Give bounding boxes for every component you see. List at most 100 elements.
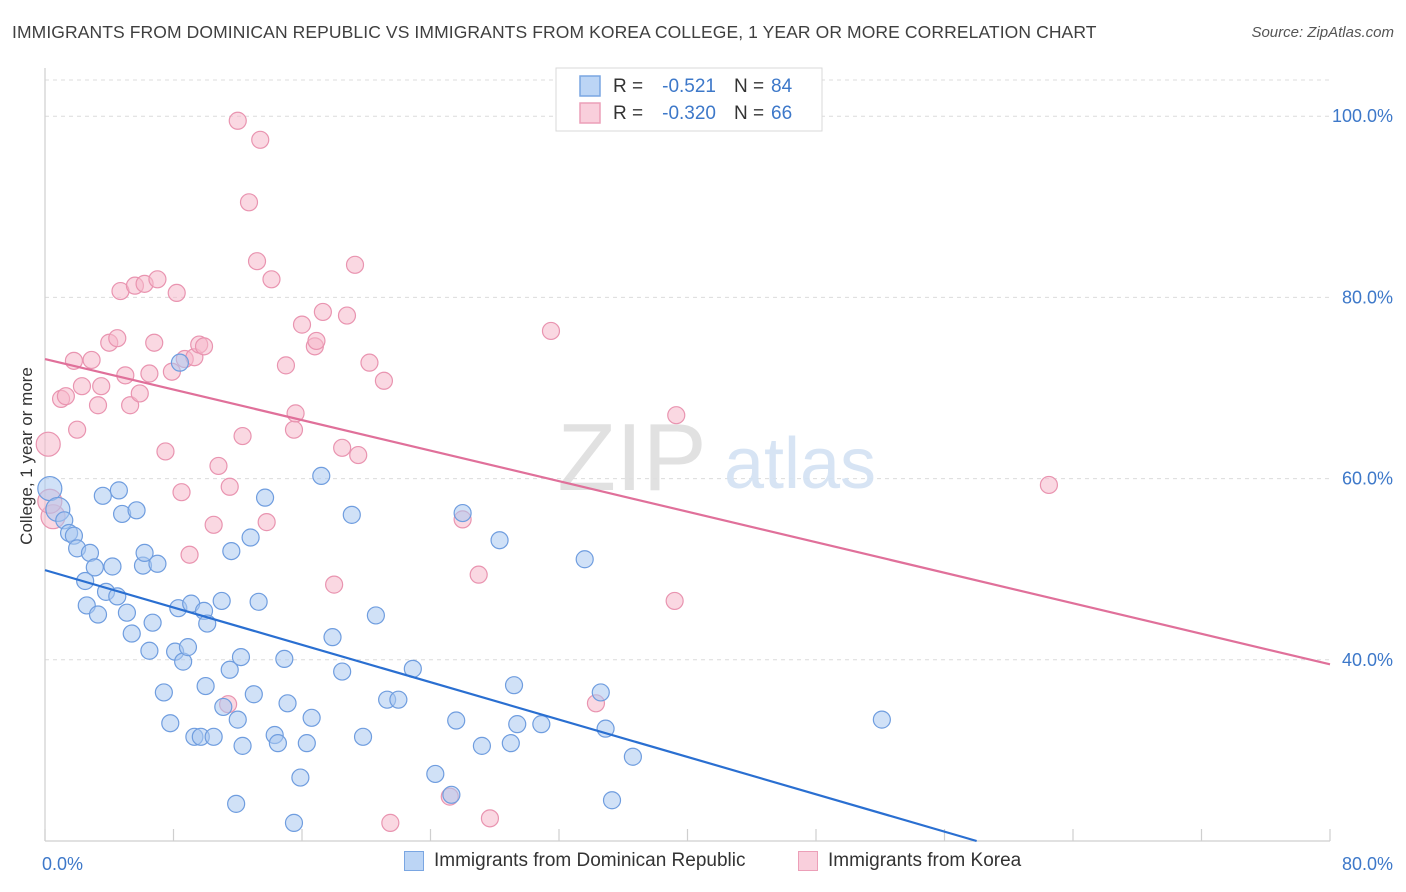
korea-point	[167, 283, 186, 302]
korea-trend-line	[44, 357, 1331, 666]
dominican-point	[426, 764, 445, 784]
korea-point	[121, 396, 140, 415]
legend-item-korea[interactable]: Immigrants from Korea	[798, 850, 1021, 872]
korea-point	[247, 252, 267, 271]
dominican-point	[117, 603, 137, 622]
korea-point	[130, 384, 149, 403]
legend-label-dominican: Immigrants from Dominican Republic	[434, 850, 746, 871]
dominican-point	[333, 662, 352, 681]
korea-point	[204, 515, 223, 534]
dominican-point	[297, 734, 316, 753]
dominican-point	[302, 708, 321, 727]
dominican-point	[442, 785, 461, 804]
dominican-point	[490, 531, 509, 550]
dominican-point	[575, 550, 594, 569]
dominican-point	[284, 813, 304, 832]
dominican-point	[222, 541, 241, 561]
dominican-point	[154, 683, 173, 702]
korea-point	[108, 329, 127, 348]
dominican-point	[453, 503, 472, 523]
dominican-point	[323, 628, 342, 647]
dominican-point	[204, 727, 223, 746]
legend-item-dominican[interactable]: Immigrants from Dominican Republic	[404, 850, 746, 872]
series-legend: Immigrants from Dominican Republic Immig…	[0, 850, 1406, 880]
korea-point	[262, 270, 281, 289]
korea-point	[145, 333, 164, 352]
dominican-point	[161, 714, 180, 733]
legend-r-value: -0.521	[662, 76, 716, 97]
korea-point	[172, 483, 191, 502]
dominican-point	[148, 554, 167, 573]
korea-point	[665, 591, 684, 611]
y-tick-label-100: 100.0%	[1332, 106, 1393, 126]
dominican-point	[278, 694, 297, 713]
korea-point	[116, 366, 135, 385]
korea-point	[148, 270, 167, 289]
korea-point	[35, 431, 61, 457]
dominican-point	[220, 660, 239, 679]
dominican-point	[249, 592, 268, 611]
korea-point	[68, 420, 87, 439]
legend-n-value: 84	[771, 76, 793, 97]
dominican-point	[268, 734, 288, 753]
dominican-point	[255, 488, 275, 507]
dominican-point	[143, 613, 162, 632]
dominican-point	[623, 747, 642, 766]
dominican-point	[353, 727, 373, 746]
dominican-point	[591, 683, 610, 702]
legend-label-korea: Immigrants from Korea	[828, 850, 1022, 871]
source-credit: Source: ZipAtlas.com	[1251, 24, 1394, 41]
chart-title: IMMIGRANTS FROM DOMINICAN REPUBLIC VS IM…	[12, 22, 1097, 42]
y-tick-label-40: 40.0%	[1342, 650, 1393, 670]
legend-swatch-pink	[579, 102, 601, 124]
dominican-point	[214, 697, 233, 717]
dominican-point	[93, 486, 112, 505]
dominican-point	[231, 647, 251, 667]
legend-r-label: R =	[613, 103, 643, 124]
dominican-point	[227, 794, 246, 813]
dominican-point	[532, 715, 551, 734]
korea-point	[251, 130, 270, 149]
dominican-point	[291, 768, 310, 787]
dominican-point	[312, 466, 331, 486]
dominican-point	[228, 710, 247, 729]
dominican-point	[447, 711, 466, 730]
dominican-point	[88, 605, 108, 624]
dominican-point	[178, 638, 198, 657]
korea-point	[333, 438, 352, 457]
legend-swatch-blue	[579, 75, 601, 97]
korea-point	[307, 331, 326, 351]
dominican-point	[170, 353, 190, 372]
korea-point	[72, 377, 92, 396]
legend-swatch-blue	[404, 851, 424, 871]
grid-lines	[45, 79, 1330, 661]
korea-point	[480, 809, 500, 828]
dominican-trend-line	[44, 569, 977, 843]
dominican-point	[212, 591, 231, 611]
korea-point	[220, 477, 239, 496]
legend-n-label: N =	[734, 103, 764, 124]
dominican-point	[508, 715, 527, 734]
dominican-point	[127, 501, 146, 520]
legend-r-value: -0.320	[662, 103, 716, 124]
legend-swatch-pink	[798, 851, 818, 871]
x-tick-label-max: 80.0%	[1342, 854, 1393, 874]
korea-point	[337, 306, 357, 325]
korea-point	[140, 364, 159, 383]
y-tick-label-60: 60.0%	[1342, 469, 1393, 489]
dominican-point	[342, 505, 361, 524]
korea-point	[92, 377, 111, 396]
korea-point	[381, 813, 400, 832]
korea-point	[345, 255, 365, 274]
dominican-point	[109, 481, 128, 500]
korea-point	[257, 513, 276, 532]
dominican-point	[196, 676, 215, 696]
watermark: ZIP atlas	[557, 404, 876, 511]
korea-point	[292, 315, 312, 334]
watermark-zip: ZIP	[557, 404, 706, 511]
dominican-point	[135, 543, 154, 563]
korea-point	[156, 442, 175, 461]
korea-point	[194, 337, 214, 356]
dominican-point	[140, 641, 159, 660]
